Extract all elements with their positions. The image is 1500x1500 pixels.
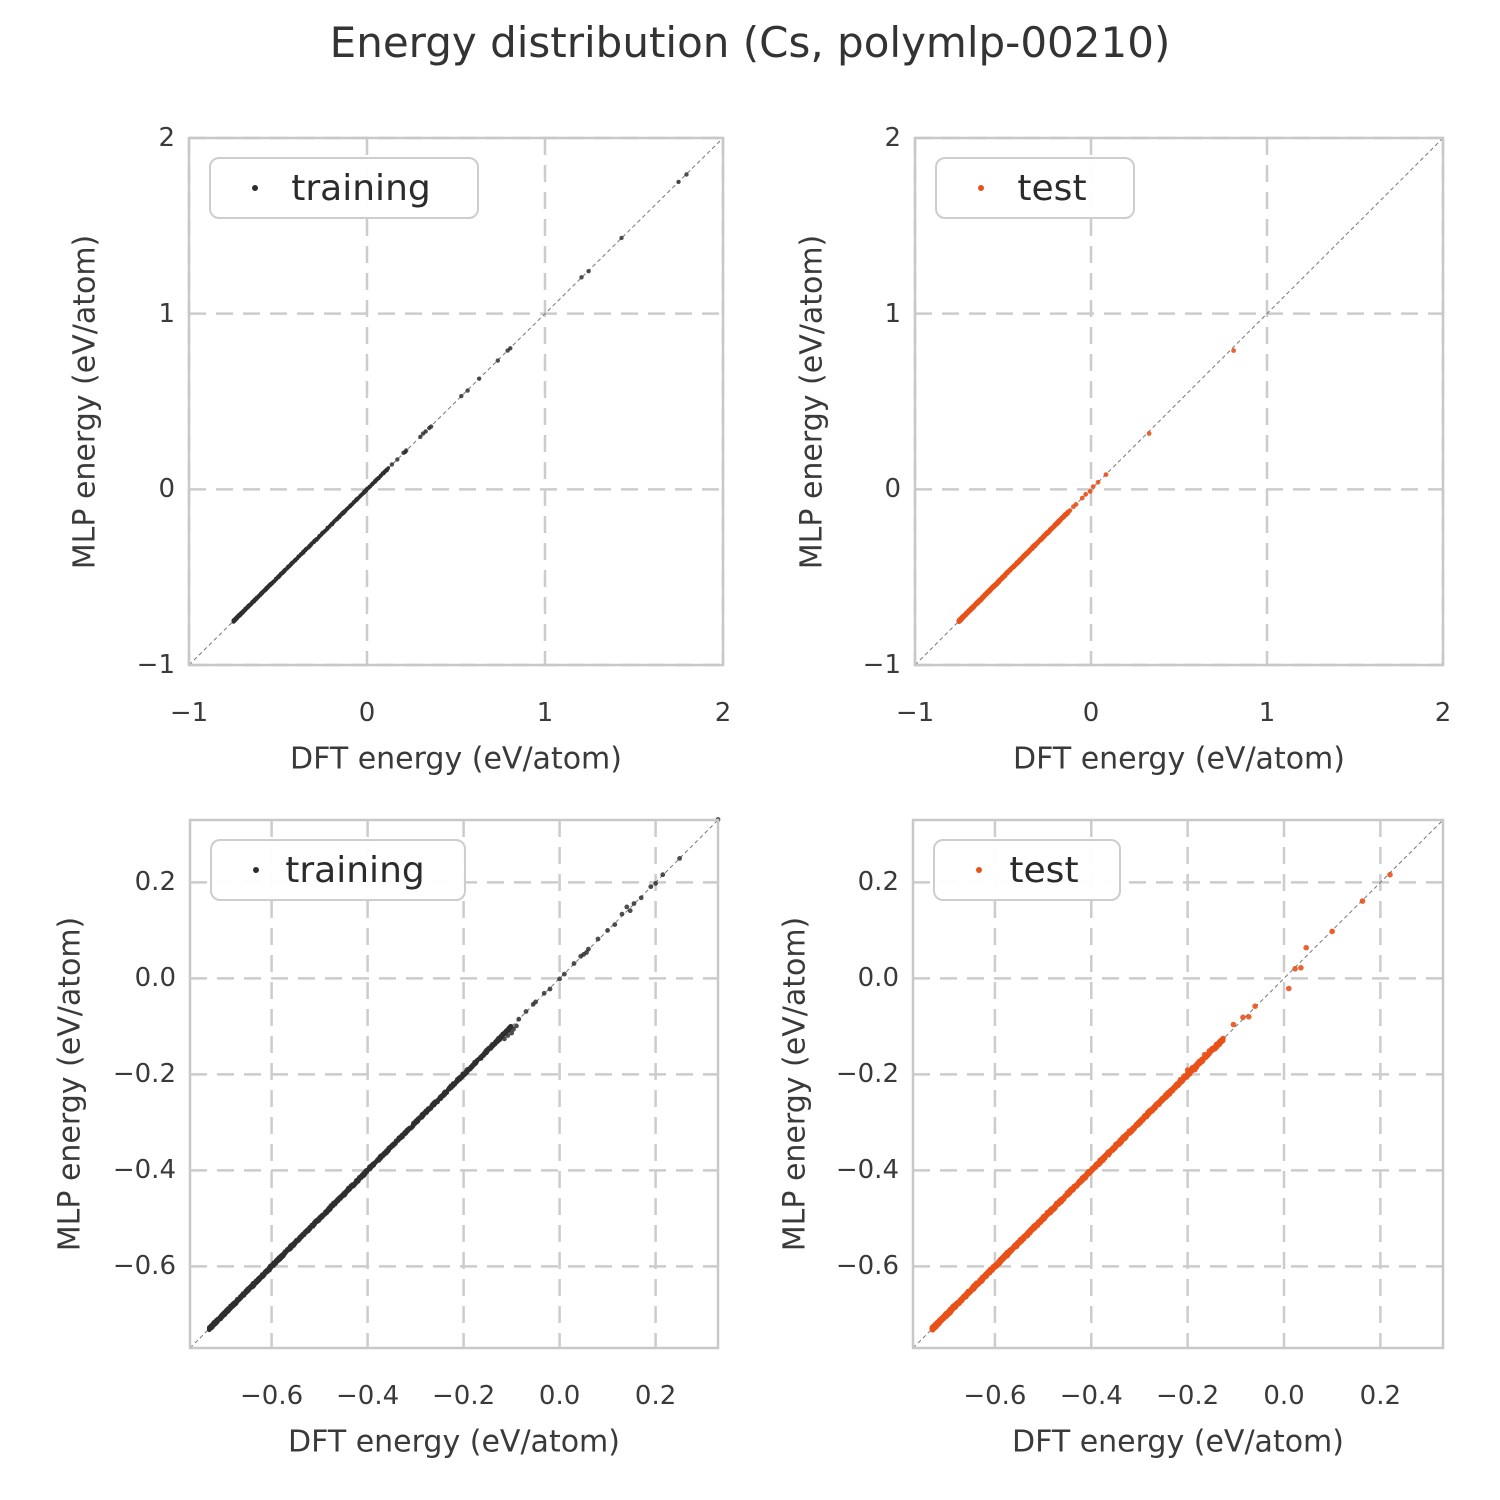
- subplot-top-left-training: −1 0 1 2 −1 0 1 2 DFT energy (eV/atom) MLP energy…: [68, 123, 732, 777]
- y-tick-label: 0.0: [857, 963, 899, 994]
- y-axis-label: MLP energy (eV/atom): [67, 234, 103, 569]
- identity-line: [914, 137, 1444, 666]
- y-tick-label: −0.6: [112, 1251, 176, 1282]
- plot-area: [911, 818, 1445, 1350]
- x-tick-label: 0: [1082, 698, 1100, 728]
- y-tick-label: 0.0: [134, 963, 176, 994]
- y-tick-label: 0: [158, 474, 175, 505]
- x-tick-label: −0.2: [1156, 1381, 1220, 1411]
- y-axis-label: MLP energy (eV/atom): [52, 916, 88, 1252]
- legend: test: [935, 157, 1135, 219]
- legend-marker-test: [978, 185, 984, 191]
- y-tick-label: −1: [136, 650, 175, 680]
- legend: training: [209, 157, 479, 219]
- x-tick-label: 2: [714, 698, 732, 728]
- legend-marker-test: [976, 867, 982, 873]
- x-tick-label: 0.0: [538, 1381, 581, 1411]
- scatter-points-test: [956, 348, 1236, 624]
- legend-label: test: [1017, 167, 1087, 209]
- x-tick-label: −0.4: [1059, 1381, 1123, 1411]
- legend-label: training: [291, 167, 431, 209]
- subplot-bottom-left-training: −0.6 −0.4 −0.2 0.0 0.2 −0.6 −0.4 −0.2 0.0 0.2 DFT …: [53, 817, 721, 1460]
- legend: training: [210, 839, 466, 901]
- legend-label: test: [1009, 849, 1079, 891]
- y-tick-label: 1: [158, 298, 175, 329]
- y-tick-label: 1: [884, 298, 901, 329]
- y-tick-label: −0.2: [835, 1059, 899, 1090]
- axes-spines: [911, 818, 1445, 1350]
- x-tick-label: 0.0: [1263, 1381, 1305, 1411]
- plot-area: [187, 136, 725, 667]
- y-tick-label: 2: [158, 123, 175, 153]
- y-axis-label: MLP energy (eV/atom): [777, 916, 813, 1252]
- legend-marker-training: [253, 867, 259, 873]
- plot-area: [188, 817, 721, 1350]
- axes-spines: [913, 136, 1445, 667]
- x-tick-label: 0: [358, 698, 376, 728]
- axes-spines: [187, 136, 725, 667]
- x-tick-label: −0.2: [432, 1381, 496, 1411]
- x-tick-label: 2: [1434, 698, 1452, 728]
- x-tick-label: 1: [536, 698, 554, 728]
- y-tick-label: 0.2: [857, 867, 899, 898]
- subplot-bottom-right-test: −0.6 −0.4 −0.2 0.0 0.2 −0.6 −0.4 −0.2 0.0 0.2 DFT …: [778, 818, 1445, 1460]
- legend: test: [933, 839, 1121, 901]
- x-axis-label: DFT energy (eV/atom): [1013, 741, 1345, 777]
- y-tick-label: −0.4: [112, 1155, 176, 1186]
- plot-area: [913, 136, 1445, 667]
- figure-title: Energy distribution (Cs, polymlp-00210): [329, 18, 1171, 67]
- x-tick-label: −1: [895, 698, 935, 728]
- x-axis-label: DFT energy (eV/atom): [288, 1424, 620, 1460]
- axes-spines: [188, 818, 720, 1350]
- y-tick-label: −1: [862, 650, 901, 680]
- identity-line: [188, 137, 724, 666]
- y-tick-label: 0: [884, 474, 901, 505]
- x-tick-label: −0.4: [336, 1381, 400, 1411]
- x-tick-label: 0.2: [1359, 1381, 1402, 1411]
- y-axis-label: MLP energy (eV/atom): [794, 234, 830, 569]
- x-tick-label: 0.2: [634, 1381, 677, 1411]
- y-tick-label: −0.6: [835, 1251, 899, 1282]
- legend-label: training: [285, 849, 425, 891]
- legend-marker-training: [252, 185, 258, 191]
- scatter-points-test: [929, 871, 1393, 1333]
- y-tick-label: 2: [884, 123, 901, 153]
- x-tick-label: −0.6: [240, 1381, 304, 1411]
- x-tick-label: 1: [1258, 698, 1276, 728]
- x-axis-label: DFT energy (eV/atom): [1012, 1424, 1344, 1460]
- scatter-points-training: [231, 172, 689, 624]
- x-tick-label: −0.6: [963, 1381, 1027, 1411]
- subplot-top-right-test: −1 0 1 2 −1 0 1 2 DFT energy (eV/atom) MLP energy…: [795, 123, 1452, 777]
- y-tick-label: 0.2: [134, 867, 176, 898]
- x-axis-label: DFT energy (eV/atom): [290, 741, 622, 777]
- y-tick-label: −0.2: [112, 1059, 176, 1090]
- y-tick-label: −0.4: [835, 1155, 899, 1186]
- scatter-points-training: [207, 817, 721, 1333]
- x-tick-label: −1: [169, 698, 209, 728]
